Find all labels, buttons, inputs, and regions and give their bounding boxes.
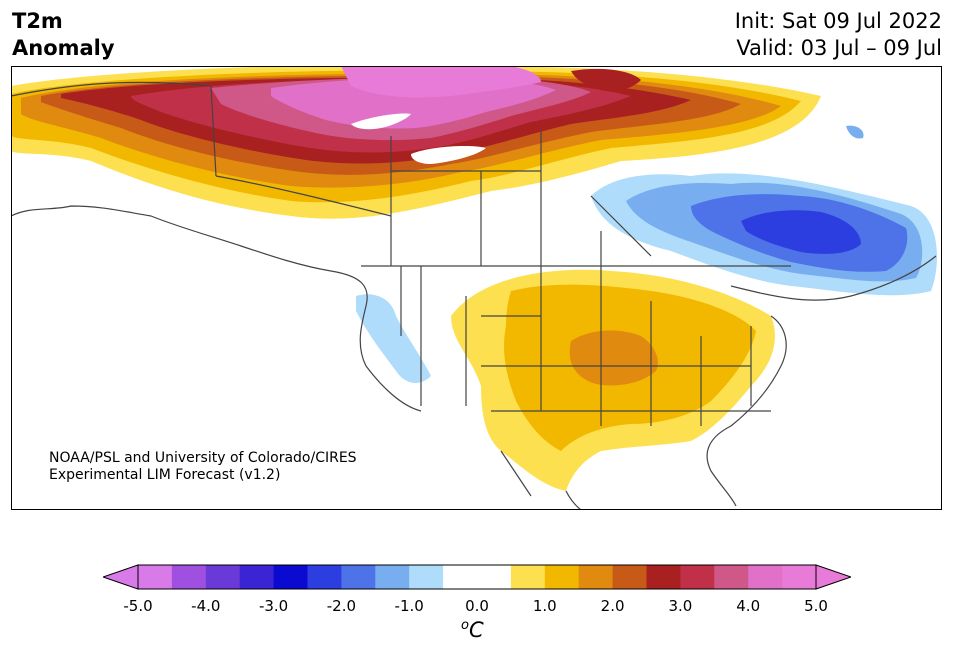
units-sup: o	[461, 618, 469, 633]
colorbar-tick-label: 2.0	[600, 597, 625, 615]
colorbar-segment	[612, 565, 647, 589]
units-base: C	[468, 618, 484, 642]
credit-line-2: Experimental LIM Forecast (v1.2)	[49, 467, 281, 483]
forecast-dates: Init: Sat 09 Jul 2022 Valid: 03 Jul – 09…	[735, 8, 942, 62]
colorbar-tick-label: -3.0	[258, 597, 289, 615]
colorbar-tick-label: -1.0	[394, 597, 424, 615]
colorbar-tick-label: -5.0	[123, 597, 153, 615]
colorbar-segment	[477, 565, 512, 589]
colorbar	[103, 564, 851, 590]
colorbar-tick-label: -4.0	[191, 597, 221, 615]
political-borders	[11, 81, 937, 510]
colorbar-segment	[510, 565, 546, 589]
colorbar-segment	[138, 565, 173, 589]
colorbar-segment	[748, 565, 783, 589]
colorbar-tick-label: 1.0	[532, 597, 557, 615]
colorbar-tick-label: 4.0	[736, 597, 761, 615]
anomaly-map	[11, 66, 942, 510]
colorbar-segment	[239, 565, 275, 589]
plot-title: T2m Anomaly	[12, 8, 115, 62]
colorbar-segment	[443, 565, 478, 589]
colorbar-segment	[307, 565, 342, 589]
init-date: Init: Sat 09 Jul 2022	[734, 9, 942, 33]
colorbar-segment	[273, 565, 308, 589]
colorbar-segment	[341, 565, 376, 589]
colorbar-tick-label: 5.0	[804, 597, 828, 615]
cold-region-west	[356, 294, 431, 383]
colorbar-segment	[680, 565, 715, 589]
colorbar-segment	[409, 565, 444, 589]
colorbar-over-arrow	[815, 564, 851, 590]
title-line-2: Anomaly	[12, 36, 115, 60]
valid-range: Valid: 03 Jul – 09 Jul	[736, 36, 942, 60]
title-line-1: T2m	[12, 9, 63, 33]
colorbar-segment	[205, 565, 241, 589]
colorbar-tick-label: 3.0	[668, 597, 693, 615]
colorbar-segment	[646, 565, 681, 589]
credit-line-1: NOAA/PSL and University of Colorado/CIRE…	[49, 450, 357, 466]
colorbar-tick-label: -2.0	[326, 597, 357, 615]
colorbar-segment	[171, 565, 207, 589]
colorbar-segment	[782, 565, 817, 589]
credit-text: NOAA/PSL and University of Colorado/CIRE…	[49, 450, 357, 484]
colorbar-under-arrow	[103, 564, 139, 590]
colorbar-tick-label: 0.0	[465, 597, 489, 615]
colorbar-segment	[578, 565, 614, 589]
colorbar-segment	[544, 565, 580, 589]
colorbar-segment	[375, 565, 410, 589]
colorbar-segment	[714, 565, 749, 589]
units-label: oC	[461, 618, 484, 642]
